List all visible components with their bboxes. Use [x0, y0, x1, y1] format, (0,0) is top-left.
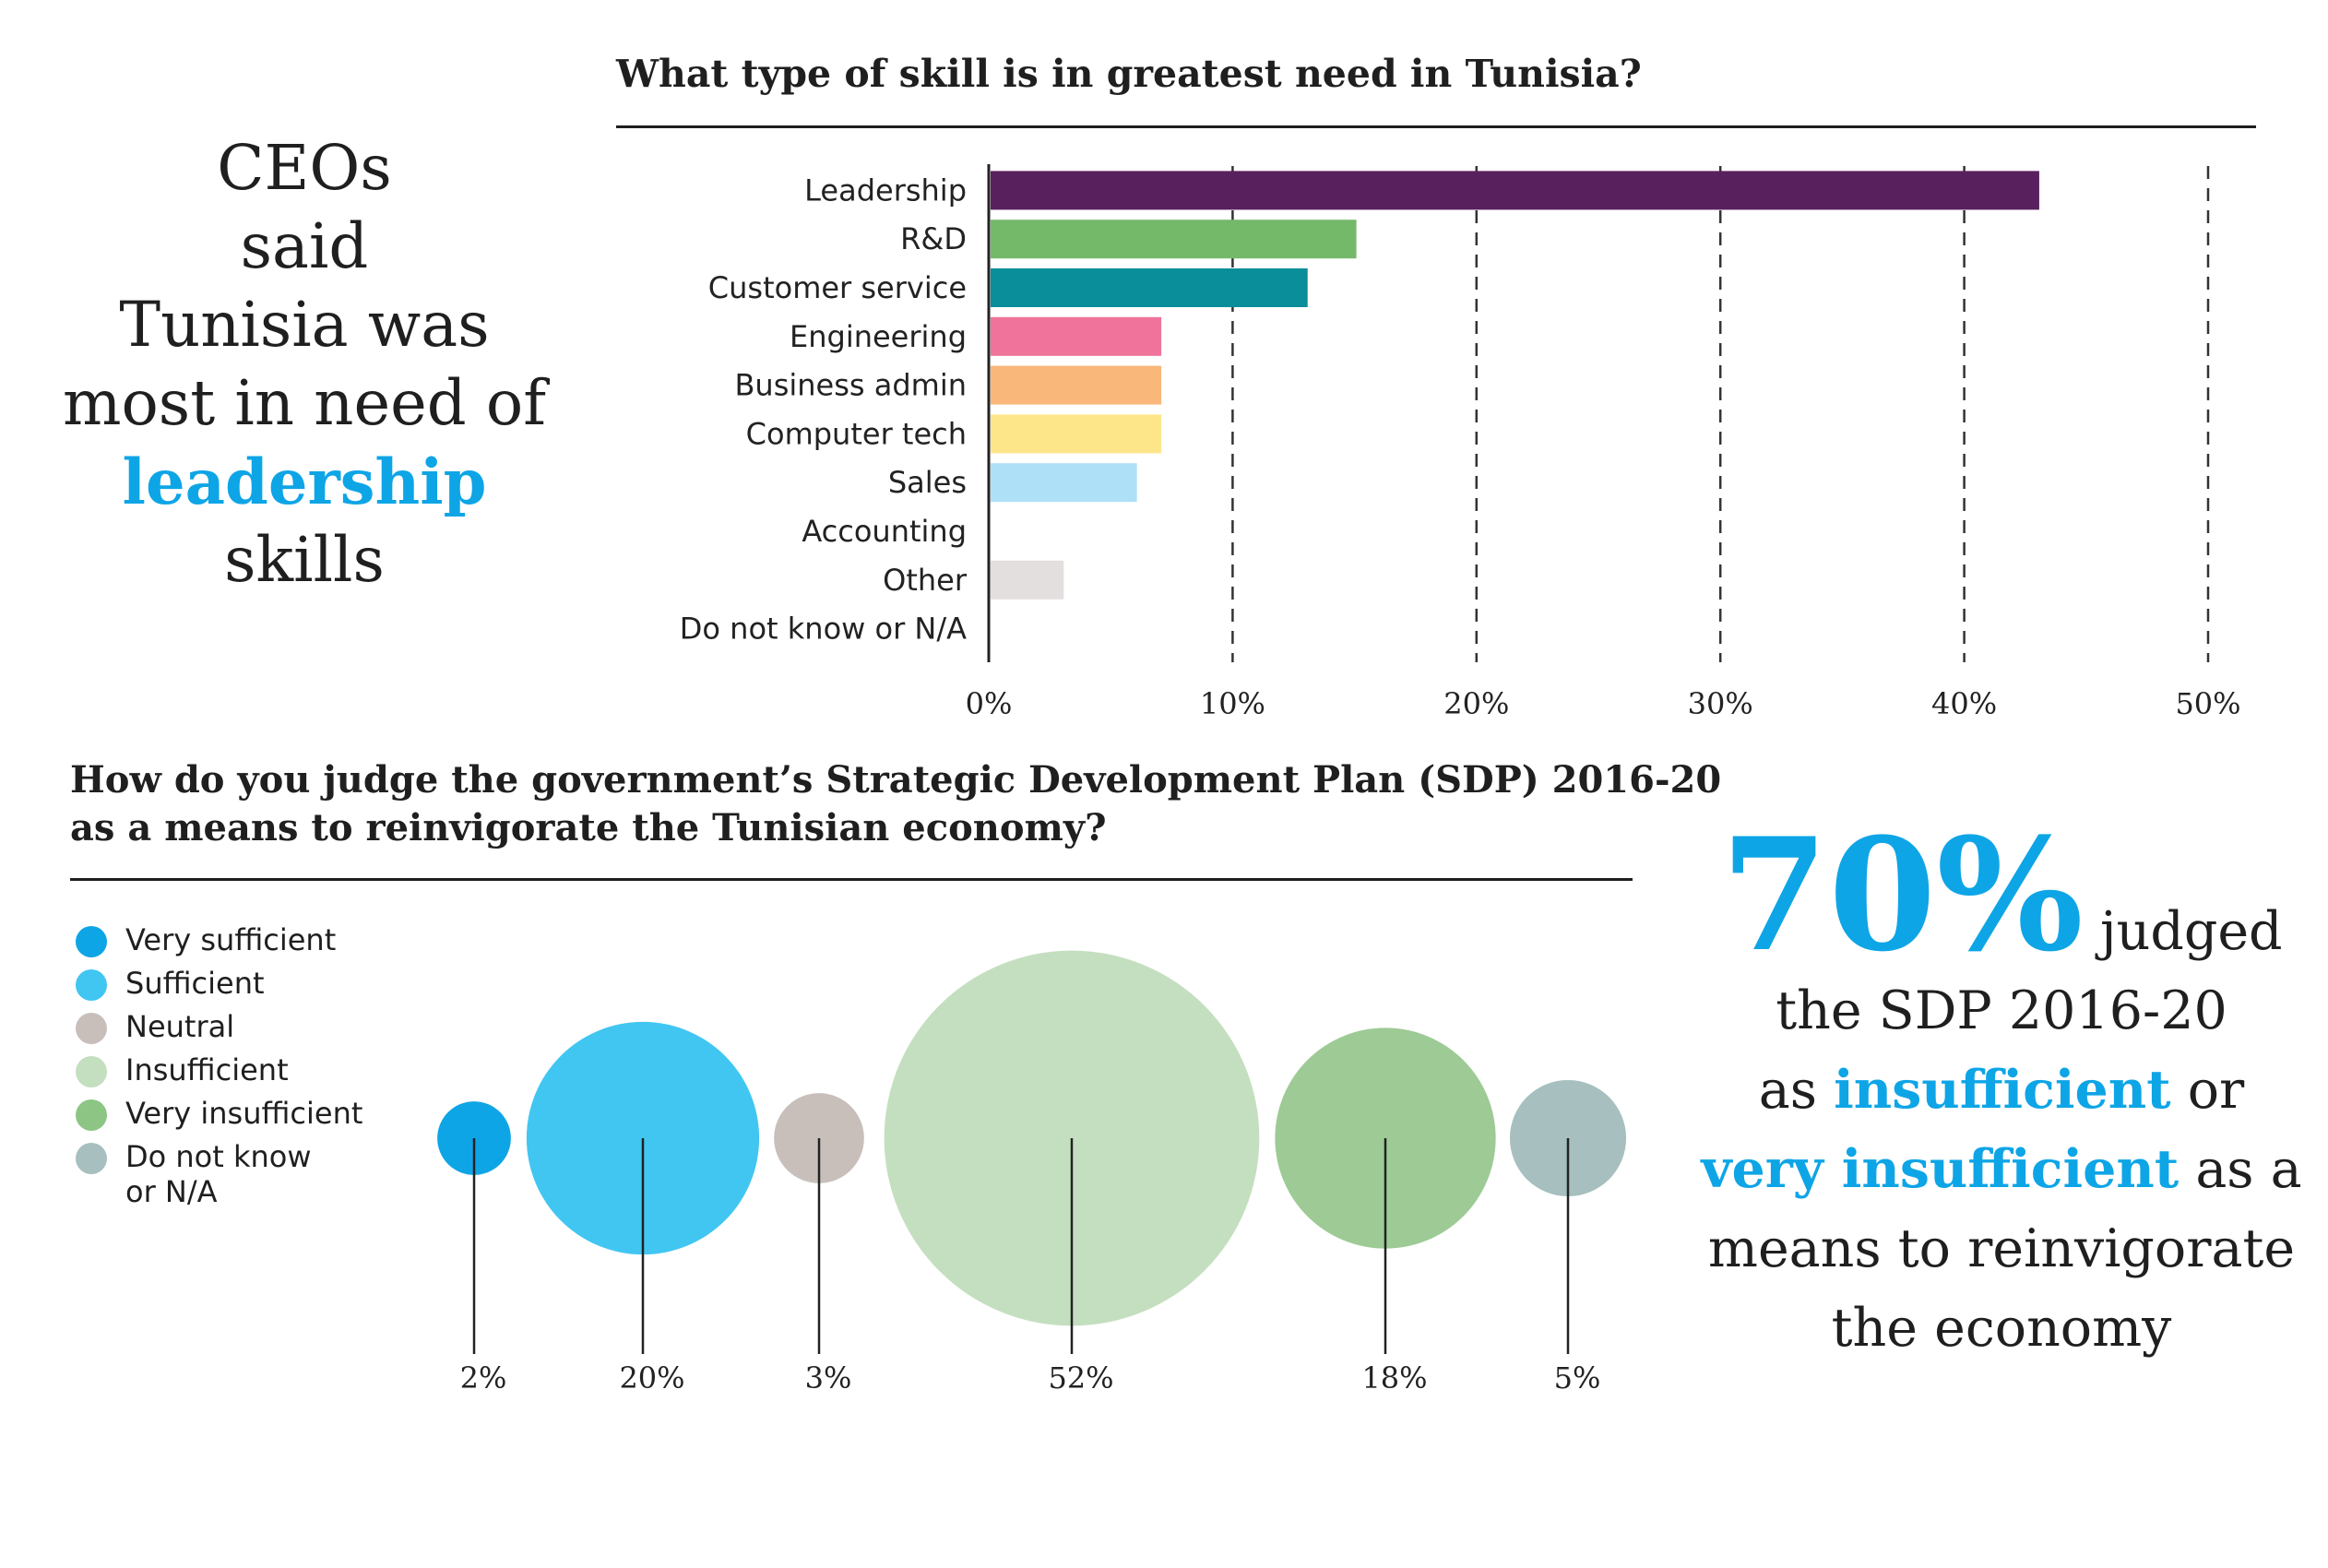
- legend-item: Insufficient: [76, 1052, 362, 1096]
- callout-line: skills: [224, 524, 385, 596]
- legend: Very sufficient Sufficient Neutral Insuf…: [76, 922, 362, 1222]
- x-tick-label: 10%: [1200, 686, 1265, 721]
- x-tick-label: 20%: [1443, 686, 1509, 721]
- callout-highlight: leadership: [122, 445, 487, 518]
- legend-item: Do not know or N/A: [76, 1139, 362, 1222]
- callout-line: Tunisia was: [119, 289, 490, 361]
- bar: [991, 365, 1162, 405]
- title-divider: [616, 125, 2256, 128]
- callout-row: 70% judged: [1660, 817, 2328, 972]
- bar-category-label: Do not know or N/A: [680, 612, 967, 647]
- bar: [991, 171, 2039, 210]
- legend-label-line: or N/A: [125, 1174, 218, 1209]
- legend-label: Very insufficient: [125, 1096, 363, 1131]
- bar: [991, 268, 1308, 307]
- callout-row: means to reinvigorate: [1707, 1218, 2296, 1279]
- bubble-value-label: 2%: [460, 1360, 507, 1396]
- callout-line: said: [240, 210, 369, 282]
- x-tick-label: 30%: [1688, 686, 1753, 721]
- bar-category-label: Sales: [888, 465, 967, 500]
- bar-category-label: Leadership: [804, 172, 967, 208]
- legend-item: Very insufficient: [76, 1096, 362, 1139]
- legend-item: Sufficient: [76, 966, 362, 1009]
- legend-swatch: [76, 1143, 107, 1174]
- bar-category-label: Accounting: [802, 514, 967, 549]
- callout-line: most in need of: [62, 367, 547, 439]
- bubble-value-label: 20%: [619, 1360, 684, 1396]
- callout-line: CEOs: [217, 132, 392, 204]
- legend-label: Do not know or N/A: [125, 1139, 312, 1209]
- callout-highlight: very insufficient: [1701, 1138, 2180, 1200]
- legend-label-line: Do not know: [125, 1139, 312, 1174]
- bubble: [774, 1093, 864, 1183]
- legend-swatch: [76, 1056, 107, 1087]
- callout-text: or: [2187, 1060, 2245, 1121]
- callout-highlight: insufficient: [1834, 1059, 2171, 1121]
- bubble-value-label: 18%: [1361, 1360, 1427, 1396]
- x-tick-label: 40%: [1931, 686, 1997, 721]
- x-tick-label: 0%: [966, 686, 1013, 721]
- legend-swatch: [76, 969, 107, 1001]
- legend-swatch: [76, 1099, 107, 1131]
- callout-sdp: 70% judged the SDP 2016-20 as insufficie…: [1660, 817, 2328, 1368]
- bubble: [526, 1021, 760, 1255]
- legend-label: Neutral: [125, 1009, 235, 1044]
- big-percentage: 70%: [1720, 803, 2084, 986]
- bubble-value-label: 52%: [1048, 1360, 1113, 1396]
- bar: [991, 463, 1137, 503]
- bar: [991, 316, 1162, 356]
- callout-text: as: [1758, 1060, 1817, 1121]
- callout-text: as a: [2195, 1139, 2302, 1200]
- legend-label: Sufficient: [125, 966, 265, 1001]
- callout-row: the economy: [1831, 1298, 2172, 1359]
- bar-category-label: Customer service: [708, 270, 967, 305]
- bar-category-label: Computer tech: [746, 416, 967, 451]
- callout-text: judged: [2099, 901, 2283, 962]
- legend-item: Very sufficient: [76, 922, 362, 966]
- bar-category-label: Other: [883, 563, 968, 598]
- bubble-value-label: 3%: [805, 1360, 852, 1396]
- question-line: as a means to reinvigorate the Tunisian …: [70, 806, 1107, 849]
- bar-category-label: Business admin: [734, 368, 967, 403]
- bar-category-label: R&D: [900, 221, 967, 256]
- bar-chart-title: What type of skill is in greatest need i…: [616, 52, 1642, 96]
- bubble-value-label: 5%: [1554, 1360, 1601, 1396]
- legend-label: Very sufficient: [125, 922, 337, 957]
- callout-leadership: CEOs said Tunisia was most in need of le…: [37, 129, 572, 600]
- title-divider: [70, 878, 1633, 881]
- legend-item: Neutral: [76, 1009, 362, 1052]
- question-line: How do you judge the government’s Strate…: [70, 758, 1722, 802]
- bubble: [1509, 1079, 1627, 1197]
- bubble: [884, 950, 1260, 1326]
- legend-label: Insufficient: [125, 1052, 289, 1087]
- legend-swatch: [76, 1013, 107, 1044]
- bubble: [1275, 1028, 1496, 1249]
- callout-row: as insufficient or: [1660, 1051, 2328, 1130]
- bar-chart: 0% 10% 20% 30% 40% 50% Leadership R&D Customer s…: [680, 164, 2241, 721]
- legend-swatch: [76, 926, 107, 957]
- x-tick-label: 50%: [2175, 686, 2240, 721]
- callout-row: very insufficient as a: [1660, 1130, 2328, 1209]
- bar: [991, 220, 1357, 259]
- bar: [991, 560, 1064, 600]
- bar-category-label: Engineering: [790, 319, 967, 354]
- bar: [991, 414, 1162, 454]
- callout-row: the SDP 2016-20: [1776, 980, 2227, 1041]
- bubble-chart-title: How do you judge the government’s Strate…: [70, 756, 1721, 852]
- bubble: [437, 1101, 511, 1175]
